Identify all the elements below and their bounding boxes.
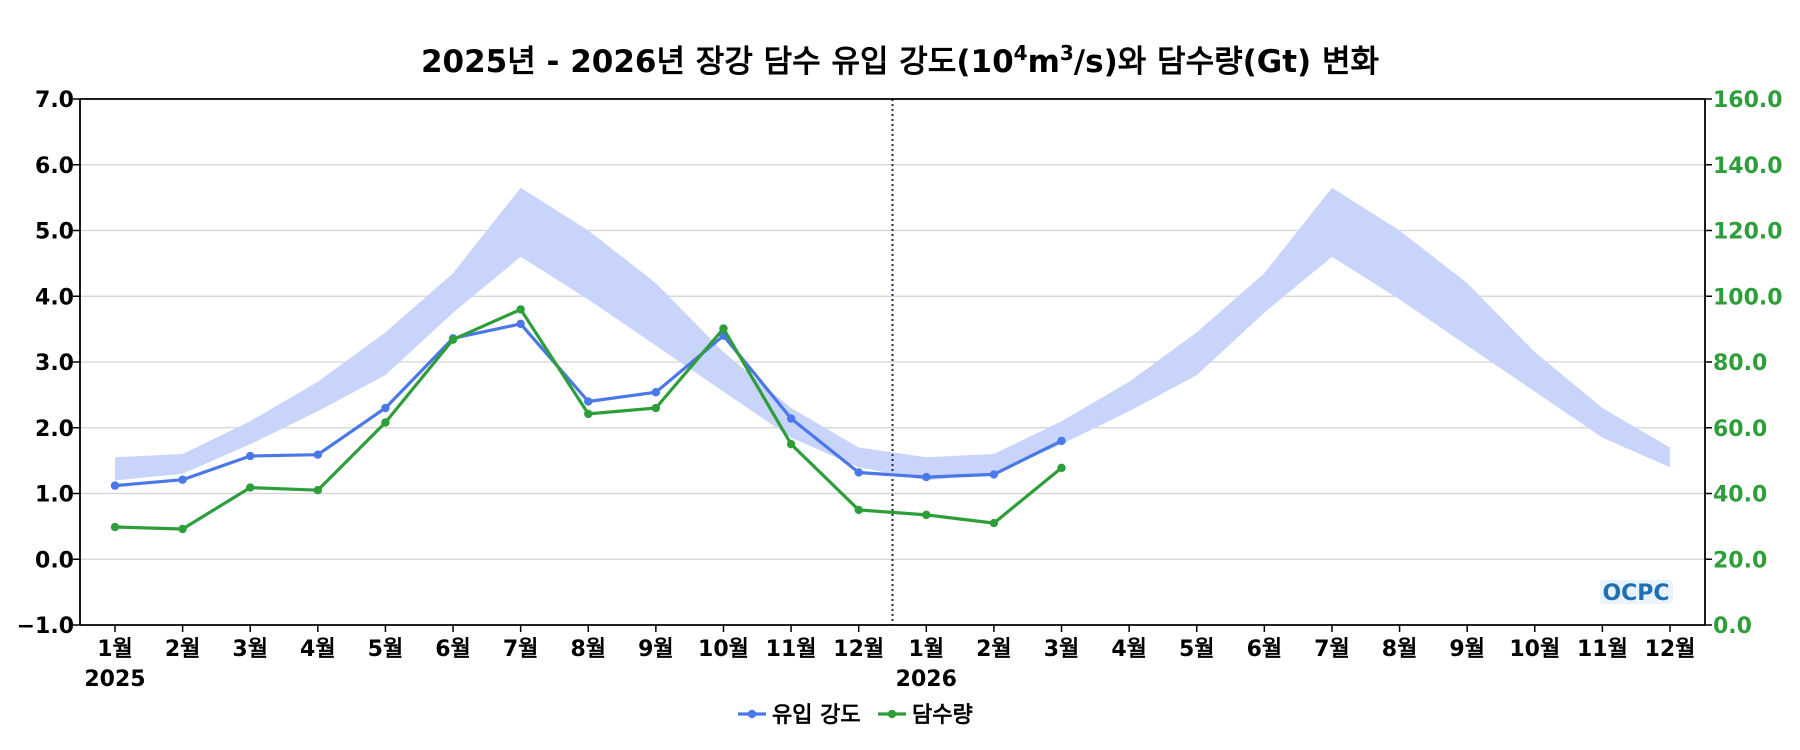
series-point-0-10 xyxy=(786,414,796,423)
y-right-tick-label-6: 120.0 xyxy=(1713,220,1783,245)
year-label-0: 2025 xyxy=(84,667,145,692)
y-left-tick-label-3: 2.0 xyxy=(35,417,74,442)
x-tick-label-17: 6월 xyxy=(1247,637,1283,662)
series-point-1-11 xyxy=(854,505,863,515)
x-tick-label-4: 5월 xyxy=(368,637,404,662)
legend: 유입 강도 담수량 xyxy=(738,703,973,728)
y-right-tick-label-7: 140.0 xyxy=(1713,154,1783,179)
chart-title: 2025년 - 2026년 장강 담수 유입 강도(104m3/s)와 담수량(… xyxy=(421,41,1380,80)
x-tick-label-15: 4월 xyxy=(1111,637,1147,662)
y-left-tick-label-7: 6.0 xyxy=(35,154,74,179)
series-point-0-12 xyxy=(922,472,931,482)
x-tick-label-7: 8월 xyxy=(570,637,606,662)
series-point-1-14 xyxy=(1057,463,1066,473)
y-right-tick-label-5: 100.0 xyxy=(1713,285,1783,310)
series-point-1-10 xyxy=(786,439,796,449)
y-right-tick-label-3: 60.0 xyxy=(1713,417,1767,442)
x-tick-label-20: 9월 xyxy=(1449,637,1485,662)
x-tick-label-14: 3월 xyxy=(1044,637,1080,662)
ocpc-logo-text: OCPC xyxy=(1602,581,1669,606)
series-point-0-2 xyxy=(246,451,255,461)
series-point-1-9 xyxy=(719,324,728,333)
x-tick-label-19: 8월 xyxy=(1382,637,1418,662)
series-point-0-6 xyxy=(516,319,525,329)
legend-label-0: 유입 강도 xyxy=(772,703,861,728)
y-right-tick-label-1: 20.0 xyxy=(1713,548,1767,573)
x-tick-label-22: 11월 xyxy=(1577,637,1628,662)
y-right-tick-label-8: 160.0 xyxy=(1713,88,1783,113)
series-point-1-8 xyxy=(651,403,661,413)
x-tick-label-10: 11월 xyxy=(766,637,817,662)
x-tick-label-2: 3월 xyxy=(232,637,268,662)
series-point-0-14 xyxy=(1057,436,1066,446)
series-point-0-0 xyxy=(110,481,120,490)
year-label-1: 2026 xyxy=(896,667,957,692)
series-point-1-13 xyxy=(989,518,999,528)
series-point-0-4 xyxy=(381,403,390,413)
legend-label-1: 담수량 xyxy=(912,703,973,728)
x-tick-label-3: 4월 xyxy=(300,637,336,662)
climatology-band xyxy=(115,187,1670,481)
y-right-tick-label-0: 0.0 xyxy=(1713,614,1752,639)
series-point-1-1 xyxy=(178,524,187,534)
legend-swatch-marker-1 xyxy=(887,709,897,719)
x-tick-label-12: 1월 xyxy=(909,637,945,662)
series-point-1-6 xyxy=(516,305,525,314)
axes: −1.0 0.0 1.0 2.0 3.0 4.0 5.0 6.0 7.0 0.0 20.0 40.0 6… xyxy=(17,88,1783,692)
y-left-tick-label-5: 4.0 xyxy=(35,285,74,310)
x-tick-label-18: 7월 xyxy=(1314,637,1350,662)
x-tick-label-0: 1월 xyxy=(97,637,133,662)
legend-swatch-marker-0 xyxy=(747,709,757,719)
x-tick-label-11: 12월 xyxy=(833,637,884,662)
series-point-1-3 xyxy=(313,486,323,495)
y-left-tick-label-1: 0.0 xyxy=(35,548,74,573)
series-point-1-2 xyxy=(246,483,255,492)
x-tick-label-6: 7월 xyxy=(503,637,539,662)
series-point-0-1 xyxy=(178,475,187,484)
series-layer xyxy=(110,305,1066,534)
series-point-1-4 xyxy=(381,418,390,427)
y-left-tick-label-2: 1.0 xyxy=(35,483,74,508)
x-tick-label-23: 12월 xyxy=(1645,637,1696,662)
x-tick-label-9: 10월 xyxy=(698,637,749,662)
y-left-tick-label-6: 5.0 xyxy=(35,220,74,245)
y-left-tick-label-8: 7.0 xyxy=(35,88,74,113)
x-tick-label-5: 6월 xyxy=(435,637,471,662)
y-left-tick-label-0: −1.0 xyxy=(17,614,74,639)
series-point-1-7 xyxy=(584,409,593,419)
x-tick-label-1: 2월 xyxy=(165,637,201,662)
x-tick-label-16: 5월 xyxy=(1179,637,1215,662)
x-tick-label-13: 2월 xyxy=(976,637,1012,662)
series-point-1-12 xyxy=(922,510,931,520)
y-right-tick-label-2: 40.0 xyxy=(1713,483,1767,508)
series-point-0-8 xyxy=(651,388,661,397)
series-point-0-3 xyxy=(313,450,323,459)
series-point-0-13 xyxy=(989,470,999,479)
series-point-0-7 xyxy=(584,397,593,406)
y-left-tick-label-4: 3.0 xyxy=(35,351,74,376)
x-tick-label-8: 9월 xyxy=(638,637,674,662)
x-tick-label-21: 10월 xyxy=(1509,637,1560,662)
climatology-band-area xyxy=(115,187,1670,481)
series-point-1-5 xyxy=(448,335,458,344)
series-point-0-11 xyxy=(854,468,863,477)
y-right-tick-label-4: 80.0 xyxy=(1713,351,1767,376)
series-point-1-0 xyxy=(110,522,120,532)
ocpc-logo: OCPC xyxy=(1600,580,1673,606)
